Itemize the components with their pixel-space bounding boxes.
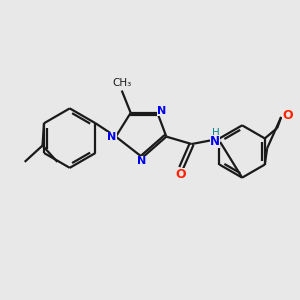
Text: O: O	[282, 109, 293, 122]
Text: O: O	[175, 168, 186, 181]
Text: N: N	[137, 156, 147, 166]
Text: N: N	[157, 106, 166, 116]
Text: H: H	[212, 128, 220, 138]
Text: N: N	[107, 132, 117, 142]
Text: CH₃: CH₃	[112, 78, 131, 88]
Text: N: N	[210, 135, 220, 148]
